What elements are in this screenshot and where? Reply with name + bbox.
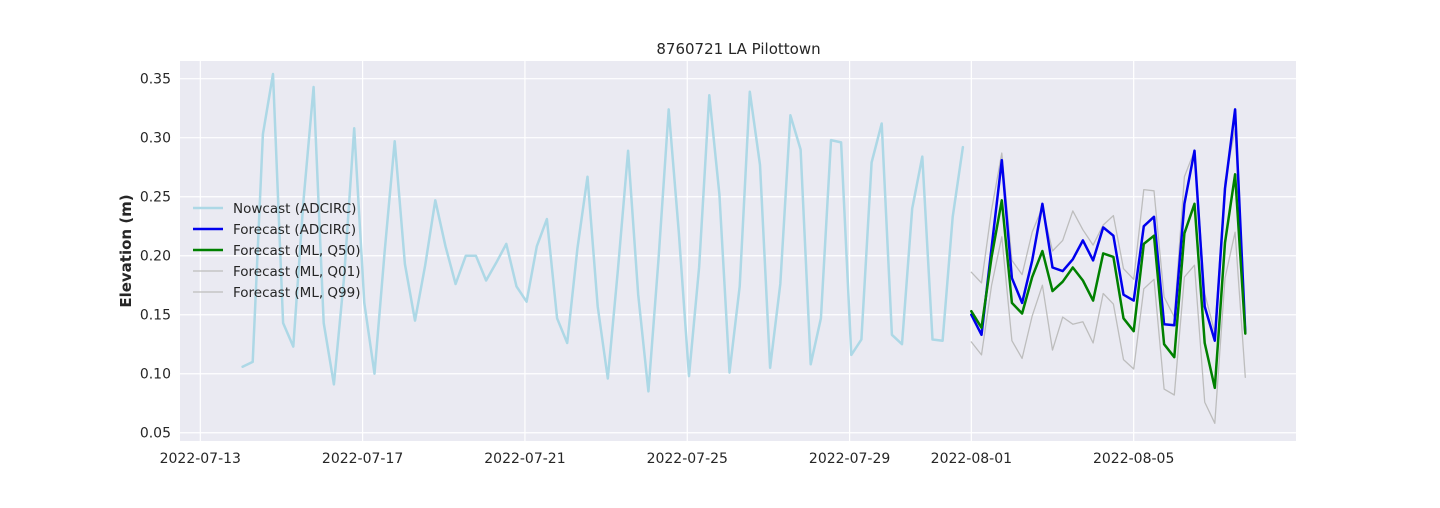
chart-title: 8760721 LA Pilottown [656, 40, 820, 58]
legend: Nowcast (ADCIRC) Forecast (ADCIRC) Forecas… [193, 201, 361, 301]
series-line-2 [970, 173, 1247, 390]
series-line-1 [970, 108, 1247, 342]
plot-area [180, 61, 1296, 441]
y-tick-label: 0.10 [140, 367, 171, 383]
y-axis-label: Elevation (m) [117, 194, 135, 307]
x-tick-label: 2022-07-17 [322, 451, 403, 467]
x-tick-label: 2022-07-13 [160, 451, 241, 467]
legend-label: Forecast (ADCIRC) [233, 222, 356, 238]
y-tick-label: 0.35 [140, 72, 171, 88]
legend-label: Forecast (ML, Q99) [233, 285, 361, 301]
x-tick-label: 2022-08-01 [931, 451, 1012, 467]
y-tick-label: 0.25 [140, 190, 171, 206]
x-tick-label: 2022-07-21 [484, 451, 565, 467]
legend-label: Nowcast (ADCIRC) [233, 201, 356, 217]
legend-label: Forecast (ML, Q01) [233, 264, 361, 280]
y-tick-label: 0.05 [140, 426, 171, 442]
x-tick-label: 2022-07-25 [647, 451, 728, 467]
x-tick-label: 2022-07-29 [809, 451, 890, 467]
series-line-3 [970, 231, 1246, 424]
y-tick-label: 0.20 [140, 249, 171, 265]
y-axis: 0.05 0.10 0.15 0.20 0.25 0.30 0.35 [140, 72, 171, 442]
x-axis: 2022-07-13 2022-07-17 2022-07-21 2022-07-25… [160, 451, 1175, 467]
x-tick-label: 2022-08-05 [1093, 451, 1174, 467]
legend-label: Forecast (ML, Q50) [233, 243, 361, 259]
y-tick-label: 0.15 [140, 308, 171, 324]
series-layer [241, 72, 1247, 424]
y-tick-label: 0.30 [140, 131, 171, 147]
series-line-0 [241, 72, 965, 393]
